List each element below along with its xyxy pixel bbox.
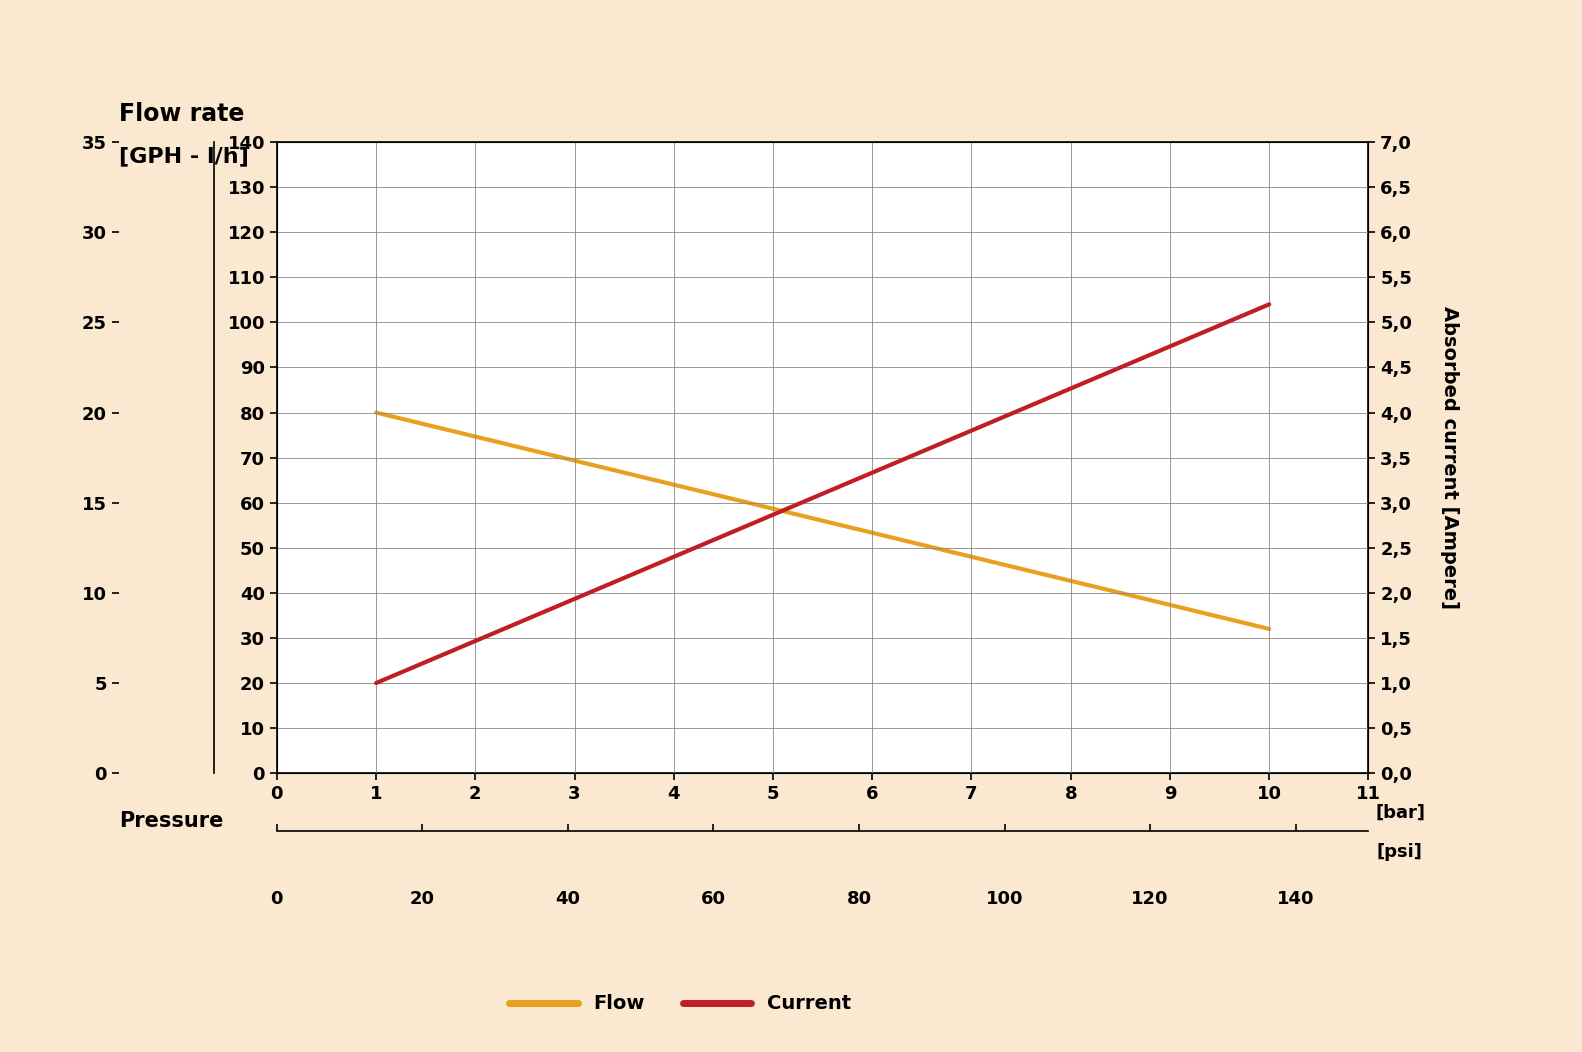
Text: [psi]: [psi]: [1376, 843, 1422, 862]
Text: [bar]: [bar]: [1375, 804, 1425, 822]
Text: Flow rate: Flow rate: [119, 102, 244, 126]
Text: Pressure: Pressure: [119, 811, 223, 831]
Text: [GPH - l/h]: [GPH - l/h]: [119, 146, 248, 166]
Legend: Flow, Current: Flow, Current: [501, 987, 859, 1021]
Y-axis label: Absorbed current [Ampere]: Absorbed current [Ampere]: [1440, 306, 1459, 609]
